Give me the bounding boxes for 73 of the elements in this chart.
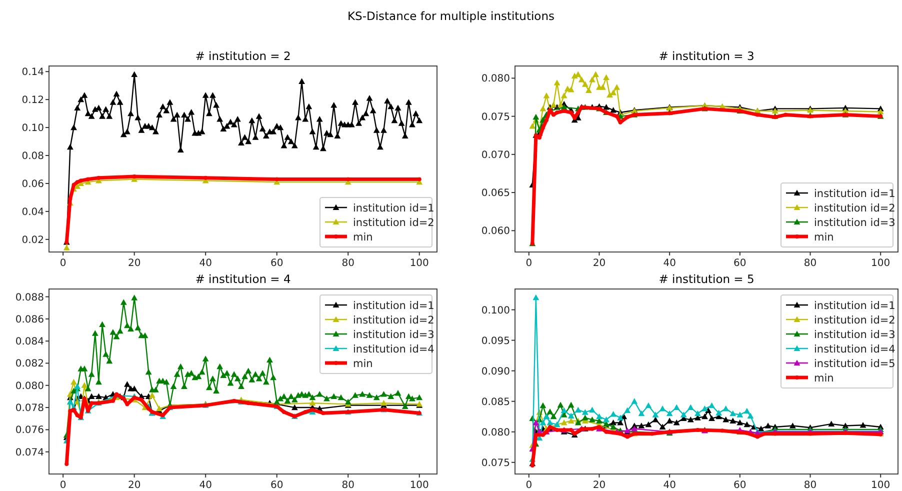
chart-title: # institution = 2 <box>195 49 291 63</box>
x-tick-label: 20 <box>592 258 606 269</box>
x-tick-label: 60 <box>734 480 746 491</box>
legend-label: institution id=5 <box>814 358 896 370</box>
y-tick-label: 0.02 <box>22 234 44 246</box>
y-tick-label: 0.078 <box>15 403 44 414</box>
y-tick-label: 0.080 <box>481 74 510 85</box>
x-tick-label: 60 <box>734 258 746 269</box>
chart-title: # institution = 5 <box>658 272 754 286</box>
chart-title: # institution = 3 <box>658 49 754 63</box>
y-tick-label: 0.090 <box>481 366 510 378</box>
y-tick-label: 0.12 <box>22 95 44 106</box>
legend-label: min <box>353 232 373 244</box>
x-tick-label: 0 <box>526 480 532 491</box>
chart-title: # institution = 4 <box>195 272 291 286</box>
legend-label: institution id=3 <box>814 329 896 341</box>
y-tick-label: 0.095 <box>481 336 510 347</box>
legend-label: institution id=2 <box>353 314 434 326</box>
legend-label: institution id=1 <box>353 300 434 312</box>
x-tick-label: 80 <box>342 480 354 491</box>
y-tick-label: 0.075 <box>481 112 510 123</box>
legend-label: institution id=3 <box>353 329 434 341</box>
y-tick-label: 0.08 <box>22 151 44 162</box>
legend-label: institution id=1 <box>814 188 896 200</box>
x-tick-label: 100 <box>871 480 890 491</box>
legend-label: institution id=4 <box>353 344 435 356</box>
x-tick-label: 100 <box>410 480 429 491</box>
y-tick-label: 0.065 <box>481 188 510 200</box>
legend-label: institution id=4 <box>814 344 896 356</box>
x-tick-label: 20 <box>128 480 141 491</box>
y-tick-label: 0.10 <box>22 123 44 134</box>
legend-label: min <box>353 358 373 370</box>
text: KS-Distance for multiple institutions <box>347 9 555 23</box>
x-tick-label: 100 <box>871 258 890 269</box>
y-tick-label: 0.086 <box>15 314 44 326</box>
legend-label: institution id=2 <box>814 314 896 326</box>
y-tick-label: 0.04 <box>22 206 44 218</box>
legend-label: institution id=1 <box>353 202 434 214</box>
y-tick-label: 0.080 <box>15 380 44 392</box>
x-tick-label: 20 <box>128 258 141 269</box>
legend-label: institution id=1 <box>814 300 896 312</box>
x-tick-label: 0 <box>60 258 66 269</box>
y-tick-label: 0.088 <box>15 292 44 304</box>
y-tick-label: 0.060 <box>481 226 510 238</box>
x-tick-label: 60 <box>270 480 284 491</box>
x-tick-label: 40 <box>199 480 212 491</box>
y-tick-label: 0.070 <box>481 150 510 161</box>
legend-label: institution id=2 <box>353 217 434 229</box>
x-tick-label: 80 <box>804 480 817 491</box>
y-tick-label: 0.074 <box>15 447 44 458</box>
y-tick-label: 0.100 <box>481 305 510 316</box>
x-tick-label: 40 <box>663 258 676 269</box>
y-tick-label: 0.080 <box>481 427 510 438</box>
x-tick-label: 0 <box>60 480 66 491</box>
y-tick-label: 0.085 <box>481 396 510 408</box>
x-tick-label: 0 <box>526 258 532 269</box>
y-tick-label: 0.14 <box>22 67 44 78</box>
x-tick-label: 20 <box>592 480 606 491</box>
legend-label: institution id=2 <box>814 202 896 214</box>
legend-label: institution id=3 <box>814 217 896 229</box>
y-tick-label: 0.082 <box>15 358 44 370</box>
y-tick-label: 0.06 <box>22 178 44 190</box>
x-tick-label: 60 <box>270 258 284 269</box>
legend-label: min <box>814 372 834 384</box>
y-tick-label: 0.075 <box>481 458 510 469</box>
x-tick-label: 40 <box>199 258 212 269</box>
legend-label: min <box>814 232 834 244</box>
y-tick-label: 0.076 <box>15 425 44 436</box>
x-tick-label: 100 <box>410 258 429 269</box>
x-tick-label: 40 <box>663 480 676 491</box>
y-tick-label: 0.084 <box>15 336 44 348</box>
x-tick-label: 80 <box>342 258 354 269</box>
x-tick-label: 80 <box>804 258 817 269</box>
